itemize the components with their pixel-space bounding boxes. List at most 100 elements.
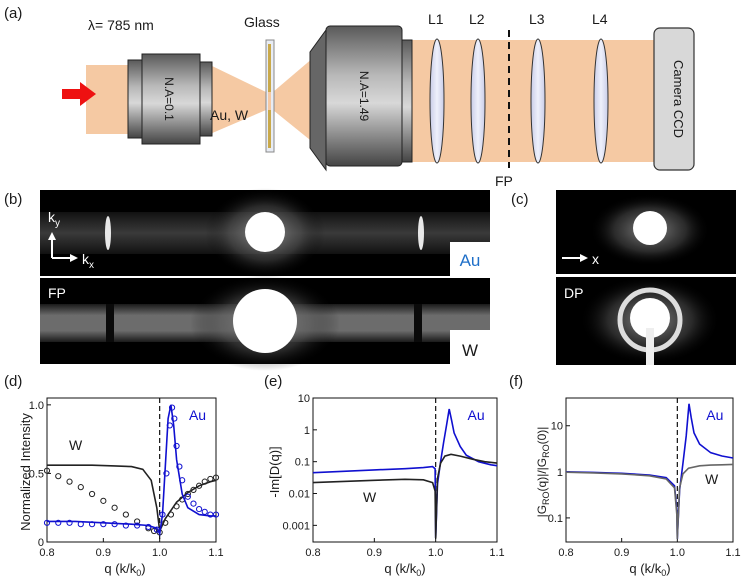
- chart-f: 0.8 0.9 1.0 1.1 0.1 1 10 Au W: [548, 397, 741, 559]
- kx-sub: x: [89, 260, 94, 271]
- lens-l2-label: L2: [469, 11, 485, 27]
- x-tick-label: 0.8: [305, 547, 320, 559]
- data-point-w: [201, 478, 208, 485]
- y-tick-label: 0.5: [29, 468, 44, 480]
- data-point-w: [184, 490, 191, 498]
- series-line-w: [312, 453, 498, 539]
- fourier-plane-label: FP: [495, 173, 513, 189]
- x-tick-label: 0.9: [614, 547, 629, 559]
- x-tick-label: 1.0: [670, 547, 685, 559]
- lens-l3: L3: [529, 11, 546, 164]
- series-label-w: W: [705, 471, 719, 487]
- data-point-w: [100, 497, 107, 504]
- data-point-w: [43, 467, 51, 474]
- image-b-fp-label: FP: [48, 285, 66, 301]
- data-point-au: [196, 505, 203, 513]
- chart-d-ylabel: Normalized Intensity: [18, 413, 33, 531]
- chart-d-xlabel: q (k/k0): [104, 561, 145, 577]
- image-c-bottom: DP: [556, 276, 736, 365]
- sample-label: Au, W: [210, 107, 249, 123]
- k-axes: ky kx: [48, 209, 94, 271]
- objective-1-na: N.A=0.1: [162, 77, 176, 121]
- panel-label-d: (d): [4, 373, 22, 390]
- data-point-au: [111, 521, 118, 528]
- ky-label: k: [48, 209, 56, 225]
- data-point-au: [55, 519, 62, 526]
- objective-2-na: N.A=1.49: [357, 71, 371, 122]
- data-point-au: [166, 422, 173, 429]
- data-point-au: [122, 522, 129, 529]
- x-tick-label: 1.0: [152, 547, 167, 559]
- chart-d: 0.8 0.9 1.0 1.1 0 0.5 1.0 Au W: [29, 397, 224, 559]
- x-tick-label: 1.1: [725, 547, 740, 559]
- data-point-w: [173, 503, 180, 510]
- series-label-au: Au: [706, 407, 723, 423]
- lens-l2: L2: [469, 11, 486, 164]
- image-b-w-label: W: [462, 341, 478, 360]
- y-tick-label: 1.0: [29, 400, 44, 412]
- image-c-top: x: [556, 190, 736, 274]
- collect-beam: [273, 52, 320, 148]
- data-point-w: [111, 504, 118, 511]
- data-point-au: [190, 500, 197, 507]
- y-tick-label: 0.1: [548, 513, 563, 525]
- panel-label-b: (b): [4, 191, 22, 208]
- data-point-w: [88, 490, 96, 498]
- data-point-au: [66, 519, 73, 526]
- lens-l1: L1: [428, 11, 445, 164]
- data-point-au: [171, 415, 178, 422]
- panel-label-f: (f): [509, 373, 523, 390]
- chart-e: 0.8 0.9 1.0 1.1 0.001 0.01 0.1 1 10 Au W: [282, 393, 504, 559]
- lens-l4: L4: [592, 11, 609, 164]
- x-tick-label: 1.1: [208, 547, 223, 559]
- kx-label: k: [82, 251, 90, 267]
- ky-sub: y: [55, 218, 60, 229]
- data-point-w: [162, 519, 169, 526]
- lens-l4-label: L4: [592, 11, 608, 27]
- objective-2: N.A=1.49: [309, 25, 413, 172]
- chart-f-xlabel: q (k/k0): [629, 561, 670, 577]
- x-axis-label: x: [592, 251, 599, 267]
- data-point-au: [100, 521, 107, 528]
- data-point-au: [176, 463, 183, 470]
- data-point-au: [184, 493, 191, 500]
- data-point-w: [66, 478, 73, 485]
- data-point-au: [159, 511, 166, 518]
- panel-a: (a) λ= 785 nm N.A=0.1 Glass Au, W: [4, 5, 695, 189]
- series-label-au: Au: [468, 407, 485, 423]
- data-point-au: [88, 521, 96, 528]
- chart-e-xlabel: q (k/k0): [384, 561, 425, 577]
- lens-l1-label: L1: [428, 11, 444, 27]
- data-point-au: [201, 508, 208, 515]
- data-point-au: [43, 519, 51, 526]
- x-tick-label: 0.9: [367, 547, 382, 559]
- plot-frame: [565, 397, 734, 543]
- data-point-au: [173, 442, 180, 450]
- focus-beam-1: [210, 65, 266, 134]
- plot-frame: [46, 397, 217, 543]
- x-tick-label: 1.1: [489, 547, 504, 559]
- series-line-w: [565, 463, 734, 539]
- image-b-au: Au ky kx: [40, 188, 490, 278]
- data-point-w: [167, 511, 175, 518]
- x-tick-label: 1.0: [428, 547, 443, 559]
- data-point-au: [168, 404, 176, 411]
- data-point-au: [77, 521, 84, 528]
- data-point-au: [134, 522, 141, 529]
- y-tick-label: 0.1: [295, 457, 310, 469]
- series-line-au: [312, 408, 498, 539]
- panel-label-a: (a): [4, 5, 22, 22]
- input-beam: [86, 65, 131, 134]
- objective-1: N.A=0.1: [127, 53, 213, 145]
- series-label-au: Au: [189, 407, 206, 423]
- data-point-w: [196, 482, 203, 489]
- data-point-au: [163, 470, 170, 477]
- chart-e-ylabel: -Im[D(q)]: [267, 446, 282, 497]
- panel-label-c: (c): [511, 191, 529, 208]
- series-line-au: [47, 404, 216, 537]
- svg-text:kx: kx: [82, 251, 94, 271]
- data-point-w: [77, 484, 84, 491]
- camera-ccd: Camera CCD: [653, 27, 695, 171]
- y-tick-label: 0.001: [282, 520, 310, 532]
- x-tick-label: 0.8: [39, 547, 54, 559]
